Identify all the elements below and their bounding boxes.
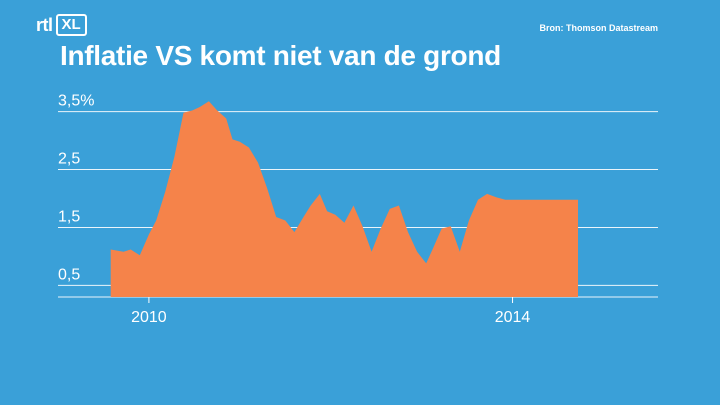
area-layer (110, 101, 578, 297)
x-tick-layer: 2010 2014 (131, 297, 530, 326)
y-tick-label-1: 1,5 (58, 208, 80, 225)
logo-xl: XL (55, 14, 87, 36)
x-tick-label-0: 2010 (131, 309, 167, 326)
chart-title: Inflatie VS komt niet van de grond (60, 40, 501, 71)
logo-rtl: rtl (36, 14, 53, 35)
area-series-0 (110, 101, 578, 297)
y-tick-layer: 0,5 1,5 2,5 3,5% (58, 93, 94, 284)
y-tick-label-3: 3,5% (58, 93, 94, 110)
x-tick-label-1: 2014 (495, 309, 531, 326)
rtl-xl-logo: rtl XL (36, 14, 87, 36)
y-tick-label-0: 0,5 (58, 266, 80, 283)
source-label: Bron: Thomson Datastream (539, 23, 658, 33)
y-tick-label-2: 2,5 (58, 151, 80, 168)
